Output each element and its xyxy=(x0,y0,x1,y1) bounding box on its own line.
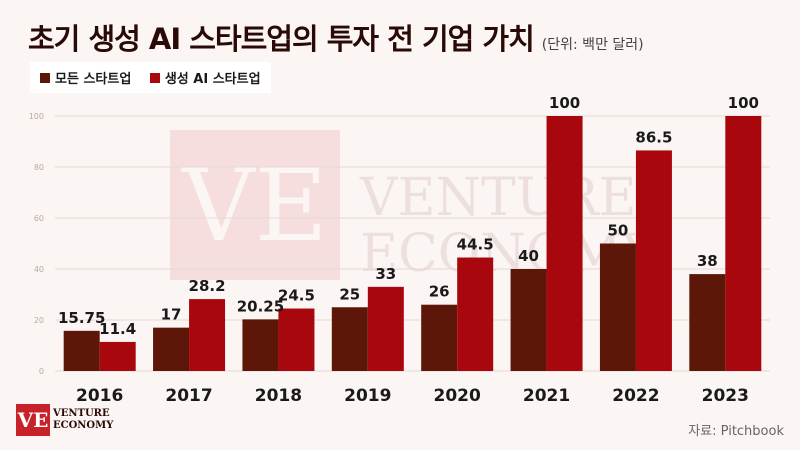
data-label: 24.5 xyxy=(278,287,315,305)
data-label: 33 xyxy=(375,265,396,283)
data-label: 40 xyxy=(518,247,539,265)
bar-genai-2020 xyxy=(457,257,494,371)
x-tick-label: 2018 xyxy=(255,386,302,406)
venture-economy-logo: VE VENTURE ECONOMY xyxy=(16,404,113,436)
bar-genai-2016 xyxy=(99,341,136,371)
unit-note: (단위: 백만 달러) xyxy=(541,37,644,53)
bar-genai-2021 xyxy=(546,116,583,371)
data-label: 11.4 xyxy=(99,320,136,338)
data-label: 100 xyxy=(728,94,759,112)
legend-item-genai-startups: 생성 AI 스타트업 xyxy=(149,68,261,87)
data-label: 44.5 xyxy=(457,236,494,254)
data-label: 50 xyxy=(608,222,629,240)
bar-all-2022 xyxy=(599,243,636,371)
x-tick-label: 2023 xyxy=(702,386,749,406)
data-label: 25 xyxy=(339,285,360,303)
bar-all-2018 xyxy=(242,319,279,371)
data-label: 26 xyxy=(429,283,450,301)
y-tick-label: 80 xyxy=(34,163,44,172)
bar-all-2017 xyxy=(153,327,190,371)
bar-genai-2019 xyxy=(367,286,404,371)
data-label: 86.5 xyxy=(635,128,672,146)
legend-swatch-all-startups xyxy=(40,72,50,83)
legend: 모든 스타트업 생성 AI 스타트업 xyxy=(30,62,271,93)
legend-label-all-startups: 모든 스타트업 xyxy=(55,72,132,87)
data-label: 28.2 xyxy=(189,277,226,295)
x-tick-label: 2017 xyxy=(165,386,212,406)
data-label: 17 xyxy=(161,306,182,324)
y-tick-label: 100 xyxy=(29,112,44,121)
y-tick-label: 0 xyxy=(39,367,44,376)
chart-title: 초기 생성 AI 스타트업의 투자 전 기업 가치 xyxy=(28,22,535,56)
bar-layer xyxy=(63,116,762,371)
data-label: 15.75 xyxy=(58,309,105,327)
data-label: 20.25 xyxy=(237,297,284,315)
logo-line2: ECONOMY xyxy=(53,420,114,431)
logo-text: VENTURE ECONOMY xyxy=(53,408,113,432)
bar-all-2016 xyxy=(63,330,100,371)
bar-all-2020 xyxy=(421,304,458,371)
bar-genai-2017 xyxy=(189,299,226,371)
header: 초기 생성 AI 스타트업의 투자 전 기업 가치 (단위: 백만 달러) xyxy=(28,16,644,58)
logo-line1: VENTURE xyxy=(53,408,110,419)
data-label: 38 xyxy=(697,252,718,270)
y-tick-label: 40 xyxy=(34,265,44,274)
bar-genai-2023 xyxy=(725,116,762,371)
bar-all-2019 xyxy=(331,307,368,371)
source-note: 자료: Pitchbook xyxy=(688,424,784,439)
legend-label-genai-startups: 생성 AI 스타트업 xyxy=(164,72,261,87)
data-label: 100 xyxy=(549,94,580,112)
x-tick-label: 2019 xyxy=(344,386,391,406)
legend-item-all-startups: 모든 스타트업 xyxy=(40,68,131,87)
x-tick-label: 2021 xyxy=(523,386,570,406)
y-tick-label: 60 xyxy=(34,214,44,223)
logo-mark: VE xyxy=(16,404,50,436)
x-tick-label: 2020 xyxy=(434,386,481,406)
y-tick-label: 20 xyxy=(34,316,44,325)
x-tick-label: 2016 xyxy=(76,386,123,406)
bar-genai-2022 xyxy=(635,150,672,371)
bar-all-2023 xyxy=(689,274,726,371)
bar-all-2021 xyxy=(510,269,547,371)
x-tick-label: 2022 xyxy=(612,386,659,406)
legend-swatch-genai-startups xyxy=(149,72,160,83)
bar-genai-2018 xyxy=(278,308,315,371)
